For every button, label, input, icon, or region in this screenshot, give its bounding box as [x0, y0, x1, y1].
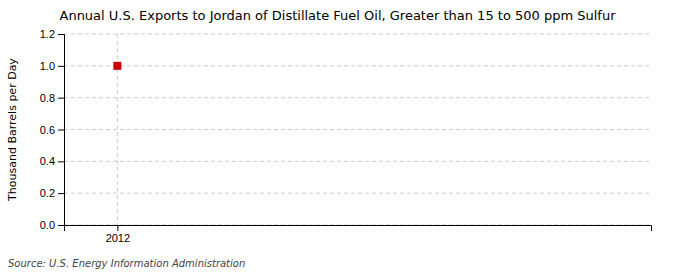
y-axis-label: Thousand Barrels per Day — [6, 58, 19, 202]
y-tick-label: 1.2 — [40, 28, 55, 40]
y-tick-label: 0.2 — [40, 187, 55, 199]
y-tick-label: 0.8 — [40, 92, 55, 104]
y-tick: 0.6 — [40, 124, 64, 136]
y-tick-label: 0.4 — [40, 155, 55, 167]
y-tick: 0.4 — [40, 155, 64, 167]
y-grid-line — [64, 161, 651, 162]
x-axis: 2012 — [65, 225, 652, 244]
y-grid-line — [64, 193, 651, 194]
plot: 2012 0.0 0.2 0.4 0.6 0.8 1.0 1.2 — [40, 28, 652, 244]
y-tick: 1.2 — [40, 28, 64, 40]
points — [113, 62, 121, 70]
y-tick: 0.2 — [40, 187, 64, 199]
y-tick-label: 1.0 — [40, 60, 55, 72]
y-tick-label: 0.6 — [40, 124, 55, 136]
y-tick: 0.8 — [40, 92, 64, 104]
y-axis-line — [58, 35, 65, 226]
y-grid-line — [64, 97, 651, 98]
y-grid-line — [64, 65, 651, 66]
y-tick: 0.0 — [40, 219, 64, 231]
y-tick-label: 0.0 — [40, 219, 55, 231]
x-tick-mark — [117, 225, 118, 231]
y-grid-line — [64, 34, 651, 35]
y-tick-mark — [58, 66, 64, 67]
chart: 2012 0.0 0.2 0.4 0.6 0.8 1.0 1.2 Annual U.S. Exp… — [0, 0, 675, 275]
y-tick-mark — [58, 161, 64, 162]
y-tick-mark — [58, 130, 64, 131]
y-tick-mark — [58, 98, 64, 99]
source-note: Source: U.S. Energy Information Administ… — [8, 258, 245, 269]
y-tick-mark — [58, 225, 64, 226]
x-tick: 2012 — [106, 225, 130, 244]
y-grid-line — [64, 129, 651, 130]
y-axis: 0.0 0.2 0.4 0.6 0.8 1.0 1.2 — [40, 28, 65, 231]
title: Annual U.S. Exports to Jordan of Distill… — [60, 8, 617, 23]
x-axis-line — [65, 226, 652, 232]
y-tick-mark — [58, 193, 64, 194]
point — [113, 62, 121, 70]
grid — [64, 34, 651, 225]
x-tick-label: 2012 — [106, 232, 130, 244]
y-tick-mark — [58, 34, 64, 35]
y-tick: 1.0 — [40, 60, 64, 72]
